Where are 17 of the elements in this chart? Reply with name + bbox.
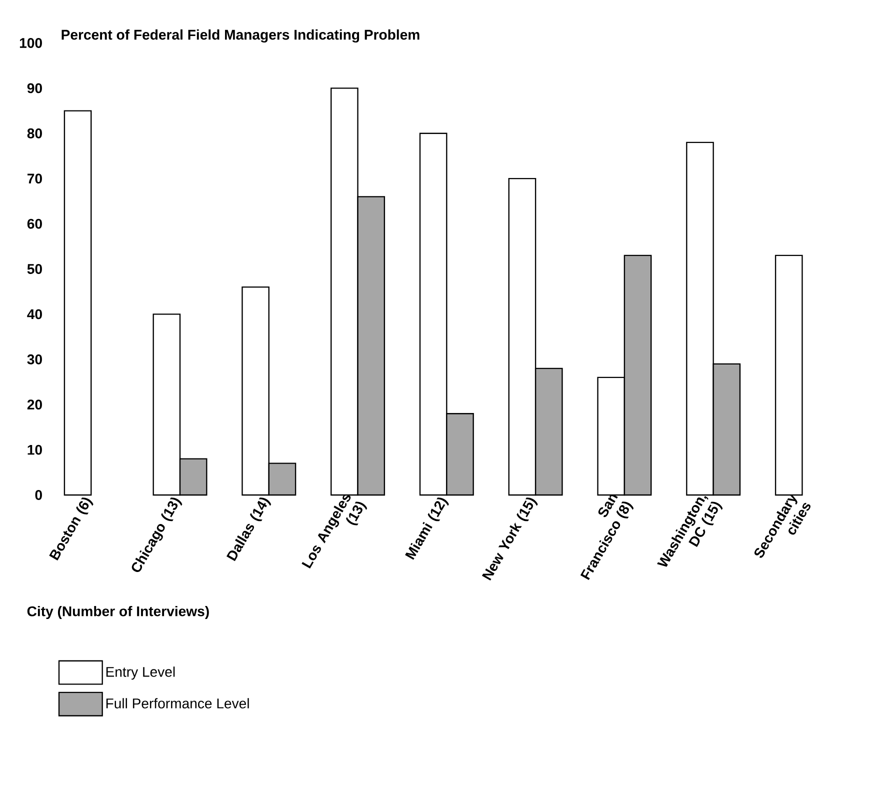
y-tick-label: 80 <box>27 128 42 138</box>
x-axis-title: City (Number of Interviews) <box>27 606 209 620</box>
bar <box>774 254 803 496</box>
bar <box>64 110 92 496</box>
y-tick-label: 30 <box>27 354 42 364</box>
y-tick-label: 90 <box>27 83 42 94</box>
y-tick-label: 50 <box>27 264 42 274</box>
legend-label: Entry Level <box>106 666 175 680</box>
y-tick-label: 20 <box>27 400 42 410</box>
y-tick-label: 0 <box>35 490 42 500</box>
chart-title: Percent of Federal Field Managers Indicating Problem <box>62 29 420 43</box>
legend-label: Full Performance Level <box>106 698 249 708</box>
y-tick-label: 60 <box>27 218 42 229</box>
y-tick-label: 10 <box>28 444 42 455</box>
y-tick-label: 40 <box>27 309 42 320</box>
y-tick-label: 100 <box>20 38 42 48</box>
y-tick-label: 70 <box>28 174 42 184</box>
